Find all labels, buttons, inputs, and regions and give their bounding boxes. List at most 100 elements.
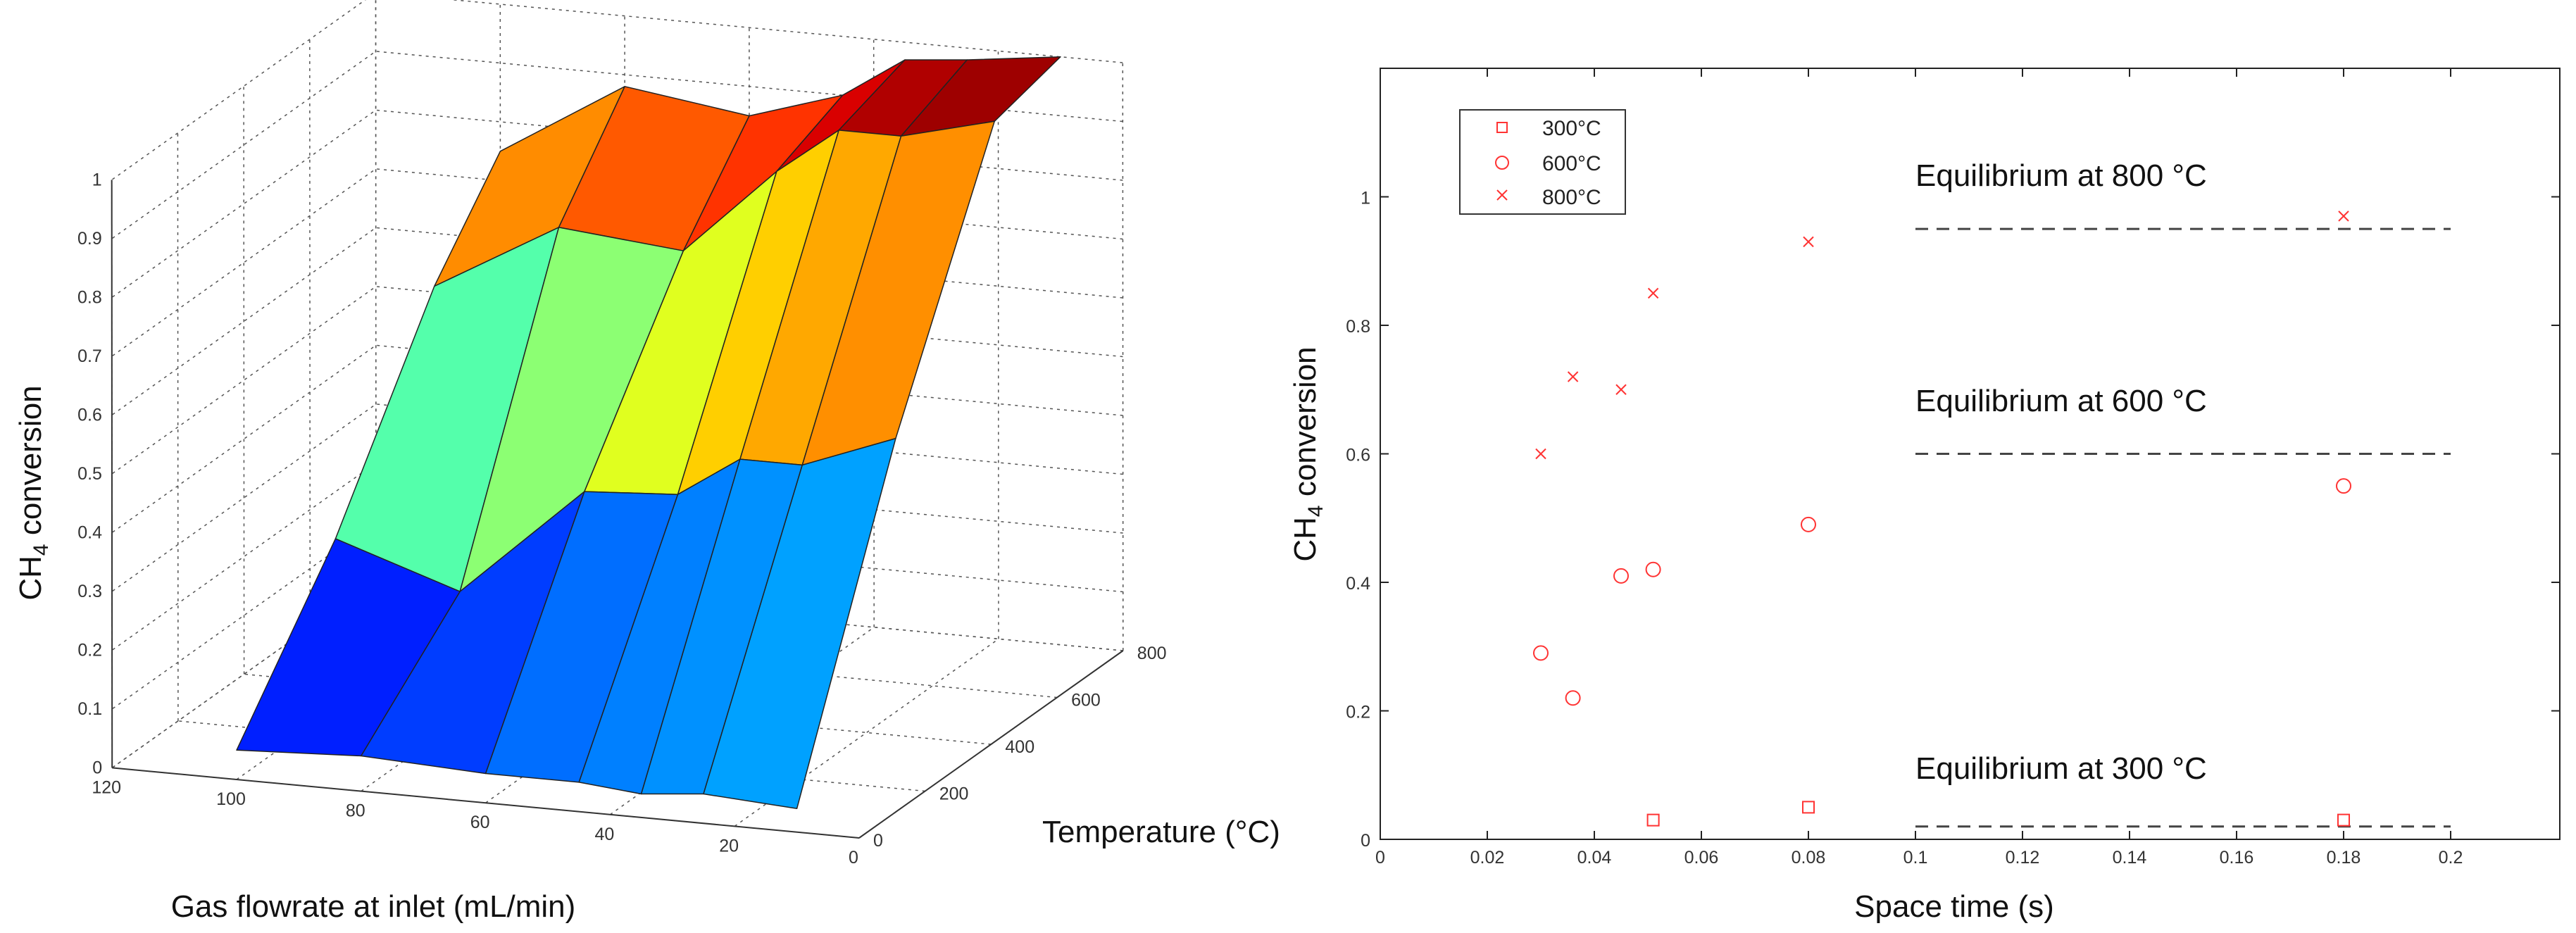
scatter-legend: 300°C 600°C 800°C bbox=[1459, 109, 1626, 215]
scatter-y-tick-label-1: 0.2 bbox=[1346, 703, 1370, 722]
surface-chart: 0 0.1 0.2 0.3 0.4 0.5 0.6 0.7 0.8 0.9 1 120 100 80 60 4… bbox=[13, 0, 1280, 924]
point-x-3 bbox=[1647, 287, 1659, 299]
surface-z-tick-label-6: 0.6 bbox=[77, 405, 102, 425]
point-circle-2 bbox=[1613, 568, 1629, 584]
surface-x-tick-label-4: 40 bbox=[594, 825, 614, 844]
surface-grid-z-line-6 bbox=[111, 227, 1123, 416]
surface-z-axis-line bbox=[111, 180, 113, 768]
legend-marker-circle bbox=[1495, 156, 1509, 170]
scatter-y-tick-label-0: 0 bbox=[1361, 831, 1370, 851]
surface-y-tick-label-2: 400 bbox=[1005, 737, 1034, 757]
scatter-x-tick-label-1: 0.02 bbox=[1470, 848, 1505, 868]
point-circle-1 bbox=[1565, 690, 1581, 706]
scatter-x-tick-label-5: 0.1 bbox=[1903, 848, 1928, 868]
surface-zlabel-rest: conversion bbox=[13, 385, 48, 544]
surface-y-tick-label-0: 0 bbox=[873, 831, 883, 851]
scatter-x-tick-label-6: 0.12 bbox=[2006, 848, 2040, 868]
legend-label-300: 300°C bbox=[1542, 117, 1601, 140]
scatter-x-tick-label-9: 0.18 bbox=[2327, 848, 2361, 868]
surface-xlabel: Gas flowrate at inlet (mL/min) bbox=[171, 889, 576, 924]
scatter-ylabel: CH4 conversion bbox=[1288, 346, 1327, 561]
surface-y-tick-label-1: 200 bbox=[939, 784, 969, 804]
scatter-y-tick-label-2: 0.4 bbox=[1346, 574, 1370, 594]
surface-axes bbox=[111, 180, 1124, 839]
eq-label-800: Equilibrium at 800 °C bbox=[1915, 158, 2207, 193]
scatter-ylabel-sub: 4 bbox=[1304, 505, 1327, 517]
legend-box bbox=[1459, 109, 1626, 215]
legend-marker-x bbox=[1496, 189, 1508, 201]
surface-x-tick-label-0: 120 bbox=[92, 777, 121, 797]
surface-zlabel: CH4 conversion bbox=[13, 385, 53, 600]
surface-grid-z-line-7 bbox=[111, 168, 1123, 357]
scatter-ticks: 0 0.02 0.04 0.06 0.08 0.1 0.12 0.14 0.16 0.18 0.2 0… bbox=[1346, 68, 2560, 868]
point-circle-4 bbox=[1801, 516, 1816, 532]
scatter-ylabel-rest: conversion bbox=[1288, 346, 1323, 505]
scatter-x-tick-label-0: 0 bbox=[1375, 848, 1385, 868]
surface-zlabel-sub: 4 bbox=[30, 544, 53, 556]
surface-z-tick-label-0: 0 bbox=[92, 758, 102, 777]
point-x-1 bbox=[1567, 371, 1579, 382]
surface-z-tick-label-10: 1 bbox=[92, 170, 102, 189]
scatter-points bbox=[1533, 211, 2351, 827]
scatter-y-tick-label-5: 1 bbox=[1361, 189, 1370, 208]
surface-patch-r0-c5 bbox=[703, 437, 896, 810]
surface-y-tick-label-4: 800 bbox=[1137, 644, 1167, 663]
scatter-ylabel-main: CH bbox=[1288, 517, 1323, 562]
surface-x-axis-line bbox=[112, 767, 860, 839]
point-square-0 bbox=[1646, 813, 1660, 827]
surface-x-tick-label-1: 100 bbox=[216, 789, 246, 809]
surface-patches bbox=[236, 56, 1061, 810]
surface-z-tick-label-1: 0.1 bbox=[77, 699, 102, 719]
legend-label-600: 600°C bbox=[1542, 152, 1601, 175]
legend-label-800: 800°C bbox=[1542, 186, 1601, 209]
scatter-xlabel: Space time (s) bbox=[1854, 889, 2054, 924]
surface-ticks: 0 0.1 0.2 0.3 0.4 0.5 0.6 0.7 0.8 0.9 1 120 100 80 60 4… bbox=[77, 170, 1167, 868]
surface-z-tick-label-8: 0.8 bbox=[77, 287, 102, 307]
point-square-1 bbox=[1802, 801, 1815, 814]
point-circle-0 bbox=[1533, 645, 1549, 661]
scatter-x-tick-label-2: 0.04 bbox=[1577, 848, 1612, 868]
surface-x-tick-label-3: 60 bbox=[470, 813, 490, 832]
surface-grid-z-line-1 bbox=[111, 521, 1123, 710]
point-circle-3 bbox=[1645, 561, 1661, 577]
surface-grid-z-line-3 bbox=[111, 403, 1123, 592]
surface-grid-z-line-10 bbox=[111, 0, 1123, 181]
legend-marker-square bbox=[1496, 122, 1508, 133]
eq-label-600: Equilibrium at 600 °C bbox=[1915, 384, 2207, 418]
scatter-y-tick-label-3: 0.6 bbox=[1346, 446, 1370, 465]
point-x-0 bbox=[1535, 448, 1546, 460]
surface-z-tick-label-9: 0.9 bbox=[77, 229, 102, 249]
surface-z-tick-label-7: 0.7 bbox=[77, 346, 102, 366]
point-x-5 bbox=[2338, 211, 2349, 222]
surface-grid-z-line-4 bbox=[111, 344, 1123, 534]
surface-grid-z-line-2 bbox=[111, 462, 1123, 651]
surface-z-tick-label-4: 0.4 bbox=[77, 522, 102, 542]
surface-x-tick-label-6: 0 bbox=[849, 848, 858, 868]
scatter-x-tick-label-10: 0.2 bbox=[2439, 848, 2463, 868]
surface-y-tick-label-3: 600 bbox=[1071, 691, 1101, 710]
surface-x-tick-label-5: 20 bbox=[719, 836, 739, 856]
scatter-x-tick-label-3: 0.06 bbox=[1684, 848, 1719, 868]
scatter-x-tick-label-4: 0.08 bbox=[1792, 848, 1826, 868]
surface-grid-z-line-5 bbox=[111, 286, 1123, 475]
scatter-chart: 0 0.02 0.04 0.06 0.08 0.1 0.12 0.14 0.16 0.18 0.2 0… bbox=[1288, 68, 2561, 924]
equilibrium-lines bbox=[1915, 227, 2451, 828]
surface-z-tick-label-3: 0.3 bbox=[77, 582, 102, 601]
scatter-x-tick-label-8: 0.16 bbox=[2220, 848, 2254, 868]
scatter-x-tick-label-7: 0.14 bbox=[2113, 848, 2147, 868]
point-square-2 bbox=[2337, 813, 2350, 827]
point-x-2 bbox=[1615, 384, 1627, 395]
surface-grid-z-line-9 bbox=[111, 51, 1123, 239]
surface-z-tick-label-5: 0.5 bbox=[77, 464, 102, 484]
surface-zlabel-main: CH bbox=[13, 556, 48, 601]
surface-y-axis-line bbox=[858, 650, 1124, 839]
surface-grid-z-line-8 bbox=[111, 109, 1123, 299]
point-x-4 bbox=[1803, 236, 1814, 248]
surface-z-tick-label-2: 0.2 bbox=[77, 640, 102, 660]
surface-x-tick-label-2: 80 bbox=[346, 801, 365, 821]
surface-grid-z-line-0 bbox=[111, 580, 1123, 769]
eq-label-300: Equilibrium at 300 °C bbox=[1915, 751, 2207, 786]
surface-ylabel: Temperature (°C) bbox=[1042, 815, 1280, 849]
point-circle-5 bbox=[2336, 478, 2351, 494]
